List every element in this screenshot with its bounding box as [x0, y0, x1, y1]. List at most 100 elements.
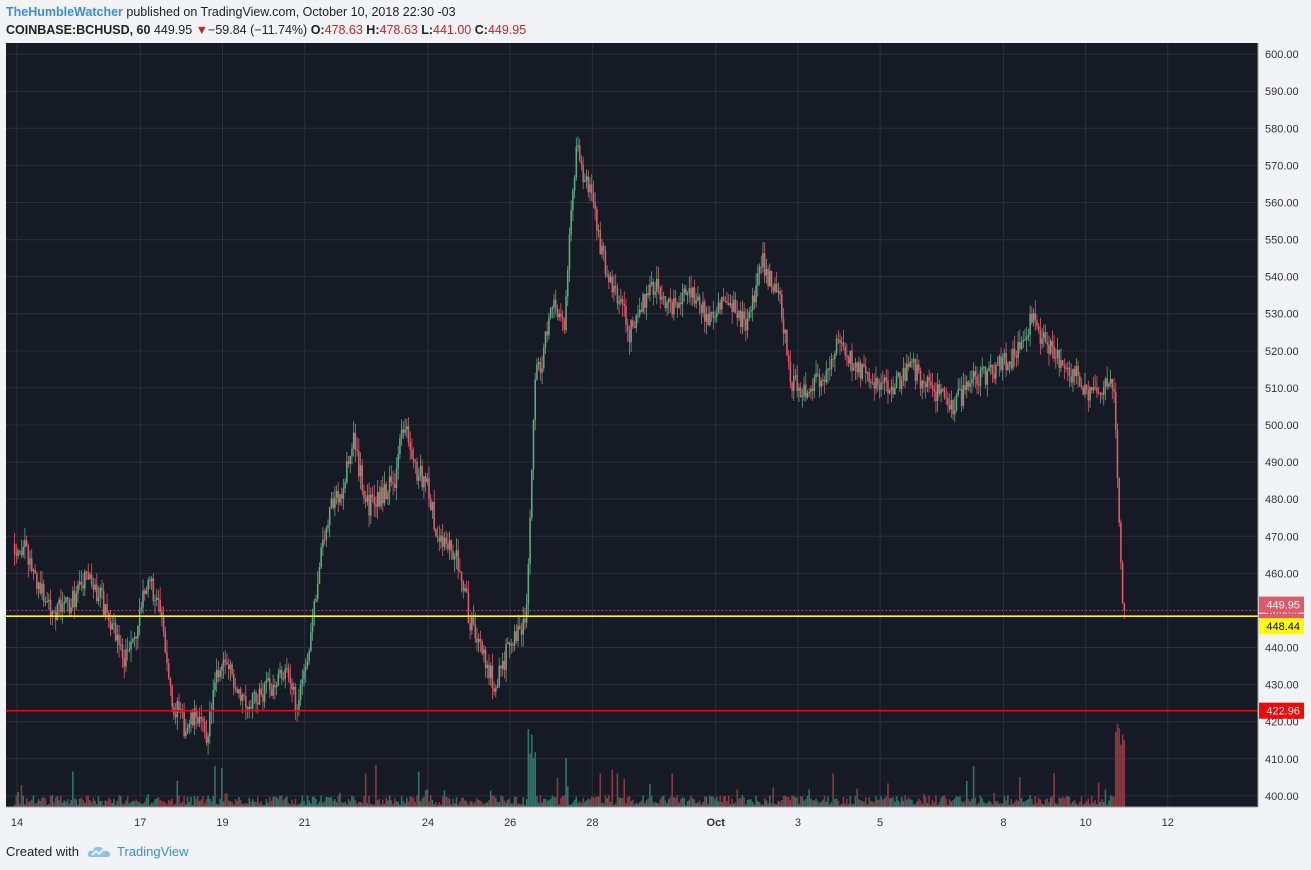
candle-body [154, 599, 156, 601]
candle-body [340, 494, 343, 499]
volume-bar [114, 804, 117, 807]
volume-bar [447, 797, 449, 807]
volume-bar [138, 802, 141, 807]
candle-body [1102, 387, 1105, 395]
volume-bar [407, 801, 410, 807]
candle-body [1089, 387, 1091, 401]
candle-body [580, 160, 583, 165]
volume-bar [495, 797, 497, 807]
candle-body [924, 383, 927, 387]
volume-bar [53, 802, 55, 807]
volume-bar [584, 801, 586, 807]
horizontal-lines[interactable] [6, 610, 1258, 712]
volume-bar [101, 801, 103, 807]
candle-body [769, 270, 771, 287]
candle-body [109, 620, 112, 630]
candle-body [936, 384, 939, 401]
candle-body [90, 574, 93, 585]
candle-body [774, 283, 776, 292]
volume-bar [1017, 801, 1019, 807]
candle-body [585, 176, 588, 181]
volume-bar [928, 795, 930, 807]
low-value: 441.00 [433, 23, 472, 37]
candle-body [644, 294, 646, 308]
candle-body [911, 361, 913, 363]
volume-bar [911, 799, 913, 807]
volume-bar [986, 803, 989, 807]
volume-bar [878, 799, 881, 807]
high-label: H: [366, 23, 380, 37]
candle-body [945, 397, 948, 399]
volume-bar [135, 799, 137, 807]
candle-body [938, 384, 941, 394]
candle-body [553, 299, 555, 308]
candle-body [49, 599, 52, 616]
volume-bar [284, 797, 286, 807]
candle-body [782, 318, 785, 334]
candle-body [875, 377, 877, 389]
candle-body [267, 678, 269, 681]
volume-bar [1044, 799, 1047, 807]
candle-body [989, 364, 992, 368]
author-link[interactable]: TheHumbleWatcher [6, 5, 123, 19]
candle-body [943, 389, 946, 398]
volume-bar [709, 795, 711, 807]
candle-body [1109, 378, 1112, 384]
candle-body [483, 649, 485, 654]
volume-bar [919, 800, 922, 807]
volume-bar [887, 783, 889, 807]
volume-bar [66, 798, 69, 807]
volume-bar [78, 798, 81, 807]
candle-body [452, 550, 454, 560]
volume-bar [681, 797, 684, 807]
volume-bar [200, 799, 203, 807]
volume-bar [637, 804, 639, 807]
candle-body [224, 659, 227, 662]
tradingview-link[interactable]: TradingView [116, 844, 189, 859]
candle-body [306, 660, 309, 667]
volume-bar [796, 797, 799, 807]
candle-body [207, 736, 209, 743]
volume-bar [882, 799, 884, 807]
volume-bar [868, 797, 870, 807]
candle-body [1073, 369, 1076, 377]
symbol-label[interactable]: COINBASE:BCHUSD, 60 [6, 23, 151, 37]
volume-bar [1104, 789, 1107, 807]
created-with-text: Created with [6, 844, 79, 859]
candle-body [657, 278, 660, 288]
price-axis[interactable] [1258, 43, 1311, 807]
volume-bar [842, 796, 845, 807]
volume-bar [791, 795, 793, 807]
volume-bar [145, 797, 148, 807]
volume-bar [572, 802, 574, 807]
volume-bar [368, 795, 370, 807]
volume-bar [256, 796, 259, 807]
volume-bar [328, 797, 331, 807]
y-tick-label: 410.00 [1265, 754, 1299, 766]
candle-body [359, 465, 362, 477]
volume-bar [414, 802, 417, 807]
volume-bar [738, 798, 740, 807]
candle-body [515, 631, 518, 642]
candle-body [880, 382, 882, 390]
candle-body [476, 638, 478, 643]
candle-body [291, 683, 293, 690]
volume-bar [851, 803, 853, 807]
volume-bar [758, 801, 761, 807]
candle-body [748, 311, 751, 319]
candle-body [457, 550, 459, 571]
candle-body [676, 303, 679, 308]
candle-body [849, 351, 852, 364]
volume-bar [644, 802, 646, 807]
candle-body [453, 556, 456, 560]
volume-bar [227, 800, 230, 807]
candle-body [957, 389, 959, 396]
candle-body [512, 644, 514, 646]
candle-body [20, 551, 23, 556]
candle-body [916, 364, 918, 381]
candle-body [575, 146, 578, 178]
candle-body [30, 558, 33, 572]
candle-body [907, 363, 910, 367]
volume-bar [371, 804, 374, 807]
